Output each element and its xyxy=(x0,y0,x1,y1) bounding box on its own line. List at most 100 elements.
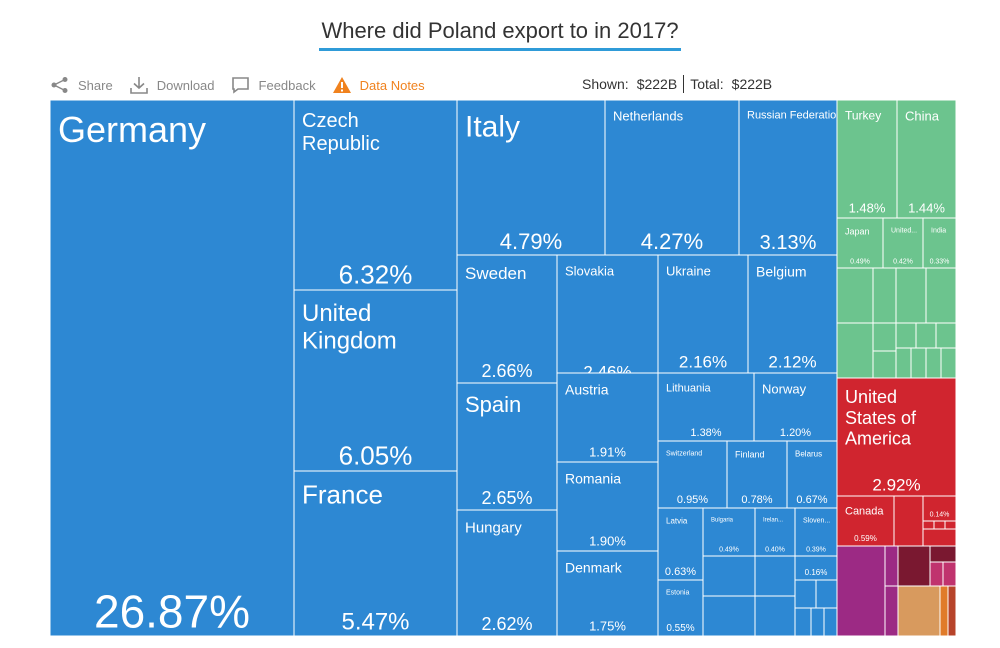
treemap-cell-other-region[interactable] xyxy=(836,545,886,636)
treemap-cell-rect xyxy=(836,495,895,547)
treemap-cell[interactable]: Turkey 1.48% xyxy=(836,100,898,219)
treemap-cell[interactable]: Germany 26.87% xyxy=(50,100,295,636)
cell-percent: 2.92% xyxy=(872,475,920,494)
treemap-cell-other-region[interactable] xyxy=(947,585,957,636)
treemap-cell[interactable]: Italy 4.79% xyxy=(456,100,606,256)
treemap-cell[interactable]: Sloven... 0.39% xyxy=(794,507,838,557)
treemap-cell-rect xyxy=(556,550,659,636)
treemap-cell-unlabeled[interactable] xyxy=(702,595,756,636)
cell-percent: 2.16% xyxy=(679,352,727,371)
treemap-cell[interactable]: Romania 1.90% xyxy=(556,461,659,552)
treemap-cell[interactable]: 0.14% xyxy=(922,495,957,522)
cell-label: Estonia xyxy=(666,590,689,597)
treemap-cell-other-region[interactable] xyxy=(939,585,949,636)
treemap-cell[interactable]: United... 0.42% xyxy=(882,217,924,269)
treemap-cell-unlabeled[interactable] xyxy=(933,520,946,530)
cell-percent: 2.66% xyxy=(481,361,532,381)
treemap-cell-unlabeled[interactable] xyxy=(940,347,957,379)
treemap-cell-unlabeled[interactable] xyxy=(935,322,957,349)
treemap-cell-unlabeled[interactable] xyxy=(836,267,874,324)
treemap-cell-unlabeled[interactable] xyxy=(895,267,927,324)
download-label: Download xyxy=(156,77,215,93)
treemap-cell-other-region[interactable] xyxy=(897,585,941,636)
treemap-cell-other-region[interactable] xyxy=(942,561,957,587)
treemap-cell[interactable]: Austria 1.91% xyxy=(556,372,659,463)
treemap-cell[interactable]: Bulgaria 0.49% xyxy=(702,507,756,557)
cell-percent: 6.05% xyxy=(339,440,413,470)
cell-percent: 0.49% xyxy=(850,258,870,265)
treemap-cell[interactable]: Latvia 0.63% xyxy=(657,507,704,581)
treemap-cell[interactable]: Canada 0.59% xyxy=(836,495,895,547)
cell-percent: 1.44% xyxy=(908,201,945,216)
treemap-cell-unlabeled[interactable] xyxy=(895,347,912,379)
treemap-cell-unlabeled[interactable] xyxy=(910,347,927,379)
treemap-cell[interactable]: Norway 1.20% xyxy=(753,372,838,442)
treemap-cell-unlabeled[interactable] xyxy=(754,595,796,636)
treemap-cell[interactable]: Irelan... 0.40% xyxy=(754,507,796,557)
treemap-cell[interactable]: 0.16% xyxy=(794,555,838,581)
treemap-cell[interactable]: Belgium 2.12% xyxy=(747,254,838,374)
total-label: Total: xyxy=(690,76,724,92)
treemap-cell-unlabeled[interactable] xyxy=(872,267,897,324)
share-button[interactable]: Share xyxy=(50,76,113,94)
treemap-cell[interactable]: India 0.33% xyxy=(922,217,957,269)
treemap-cell-rect xyxy=(702,507,756,557)
treemap-cell[interactable]: Russian Federation 3.13% xyxy=(738,100,842,256)
treemap-cell-unlabeled[interactable] xyxy=(823,607,838,636)
treemap-cell-rect xyxy=(896,100,957,219)
treemap-cell-rect xyxy=(882,217,924,269)
cell-percent: 5.47% xyxy=(341,609,409,636)
treemap-cell-unlabeled[interactable] xyxy=(944,520,957,530)
treemap-cell-unlabeled[interactable] xyxy=(925,347,942,379)
treemap-cell-unlabeled[interactable] xyxy=(754,555,796,597)
treemap-cell-rect xyxy=(753,372,838,442)
data-notes-button[interactable]: Data Notes xyxy=(332,76,425,94)
treemap-cell-rect xyxy=(556,254,659,384)
treemap-cell[interactable]: Belarus 0.67% xyxy=(786,440,838,509)
treemap-cell-unlabeled[interactable] xyxy=(893,495,924,547)
treemap-cell-rect xyxy=(456,509,558,636)
cell-percent: 1.48% xyxy=(849,201,886,216)
treemap-cell-rect xyxy=(456,254,558,384)
treemap-cell-unlabeled[interactable] xyxy=(895,322,917,349)
treemap-cell[interactable]: Sweden 2.66% xyxy=(456,254,558,384)
treemap-cell-unlabeled[interactable] xyxy=(794,607,812,636)
feedback-button[interactable]: Feedback xyxy=(231,76,316,94)
treemap-cell-unlabeled[interactable] xyxy=(815,579,838,609)
cell-label: Irelan... xyxy=(763,518,783,524)
treemap-cell-other-region[interactable] xyxy=(884,545,899,587)
treemap-cell-other-region[interactable] xyxy=(897,545,931,587)
treemap-cell[interactable]: Spain 2.65% xyxy=(456,382,558,511)
treemap-cell-other-region[interactable] xyxy=(929,561,944,587)
treemap-cell[interactable]: Estonia 0.55% xyxy=(657,579,704,636)
treemap-cell[interactable]: Netherlands 4.27% xyxy=(604,100,740,256)
cell-label: Japan xyxy=(845,227,870,237)
treemap-cell-unlabeled[interactable] xyxy=(925,267,957,324)
treemap-cell-unlabeled[interactable] xyxy=(810,607,825,636)
treemap-cell[interactable]: Switzerland 0.95% xyxy=(657,440,728,509)
treemap-cell[interactable]: France 5.47% xyxy=(293,470,458,636)
treemap-cell-unlabeled[interactable] xyxy=(702,555,756,597)
share-label: Share xyxy=(78,77,113,93)
treemap-cell-unlabeled[interactable] xyxy=(836,322,874,379)
feedback-icon xyxy=(231,77,249,94)
treemap-cell-unlabeled[interactable] xyxy=(872,322,897,352)
treemap-cell-unlabeled[interactable] xyxy=(922,520,935,530)
treemap-cell[interactable]: Ukraine 2.16% xyxy=(657,254,749,374)
treemap-cell[interactable]: Lithuania 1.38% xyxy=(657,372,755,442)
cell-label: India xyxy=(931,228,946,235)
treemap-cell[interactable]: Japan 0.49% xyxy=(836,217,884,269)
treemap-cell-unlabeled[interactable] xyxy=(872,350,897,379)
treemap-cell-unlabeled[interactable] xyxy=(794,579,817,609)
treemap-cell[interactable]: Finland 0.78% xyxy=(726,440,788,509)
download-button[interactable]: Download xyxy=(129,76,215,94)
treemap-cell[interactable]: Denmark 1.75% xyxy=(556,550,659,636)
treemap-cell[interactable]: China 1.44% xyxy=(896,100,957,219)
treemap-cell[interactable]: Hungary 2.62% xyxy=(456,509,558,636)
treemap-cell-unlabeled[interactable] xyxy=(915,322,937,349)
treemap-cell-other-region[interactable] xyxy=(884,585,899,636)
